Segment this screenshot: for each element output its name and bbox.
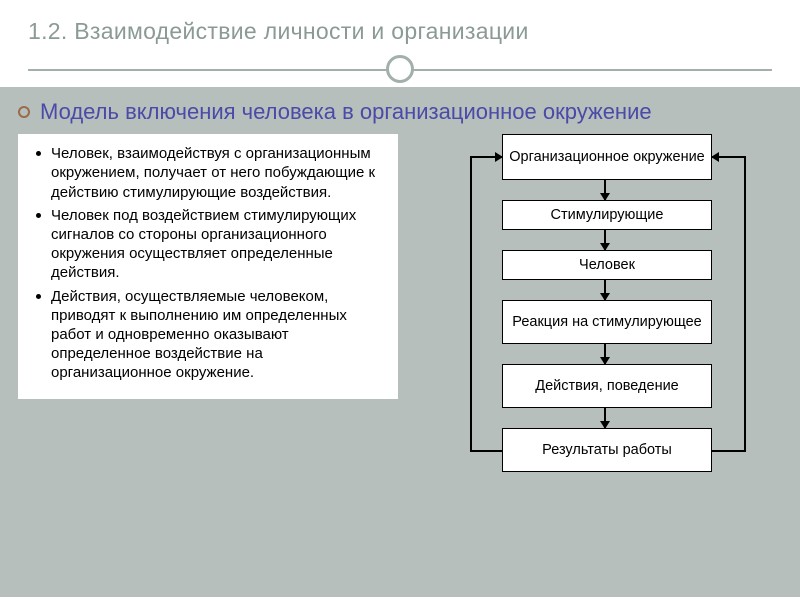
flowchart: Организационное окружение Стимулирующие Че…	[412, 134, 772, 514]
flow-box: Стимулирующие	[502, 200, 712, 230]
list-item: Человек, взаимодействуя с организационны…	[30, 144, 386, 202]
feedback-line	[470, 450, 502, 452]
list-text: Действия, осуществляемые человеком, прив…	[51, 287, 386, 383]
divider-circle	[386, 55, 414, 83]
bullet-ring-icon	[18, 106, 30, 118]
feedback-arrow-icon	[712, 156, 744, 158]
divider	[28, 51, 772, 87]
subtitle: Модель включения человека в организацион…	[40, 99, 652, 124]
feedback-line	[470, 156, 472, 452]
list-text: Человек под воздействием стимулирующих с…	[51, 206, 386, 283]
bullet-dot-icon	[36, 151, 41, 156]
content-row: Человек, взаимодействуя с организационны…	[18, 134, 782, 514]
page-title: 1.2. Взаимодействие личности и организац…	[28, 18, 772, 45]
flow-box: Действия, поведение	[502, 364, 712, 408]
bullet-dot-icon	[36, 213, 41, 218]
arrow-down-icon	[604, 344, 606, 364]
flow-box: Человек	[502, 250, 712, 280]
arrow-down-icon	[604, 230, 606, 250]
list-text: Человек, взаимодействуя с организационны…	[51, 144, 386, 202]
feedback-line	[712, 450, 744, 452]
list-item: Человек под воздействием стимулирующих с…	[30, 206, 386, 283]
list-item: Действия, осуществляемые человеком, прив…	[30, 287, 386, 383]
feedback-arrow-icon	[470, 156, 502, 158]
arrow-down-icon	[604, 408, 606, 428]
subtitle-row: Модель включения человека в организацион…	[18, 99, 782, 124]
body: Модель включения человека в организацион…	[0, 87, 800, 597]
feedback-line	[744, 156, 746, 452]
bullet-dot-icon	[36, 294, 41, 299]
header: 1.2. Взаимодействие личности и организац…	[0, 0, 800, 87]
flow-box: Результаты работы	[502, 428, 712, 472]
flow-box: Реакция на стимулирующее	[502, 300, 712, 344]
flow-box: Организационное окружение	[502, 134, 712, 180]
arrow-down-icon	[604, 280, 606, 300]
arrow-down-icon	[604, 180, 606, 200]
text-panel: Человек, взаимодействуя с организационны…	[18, 134, 398, 398]
